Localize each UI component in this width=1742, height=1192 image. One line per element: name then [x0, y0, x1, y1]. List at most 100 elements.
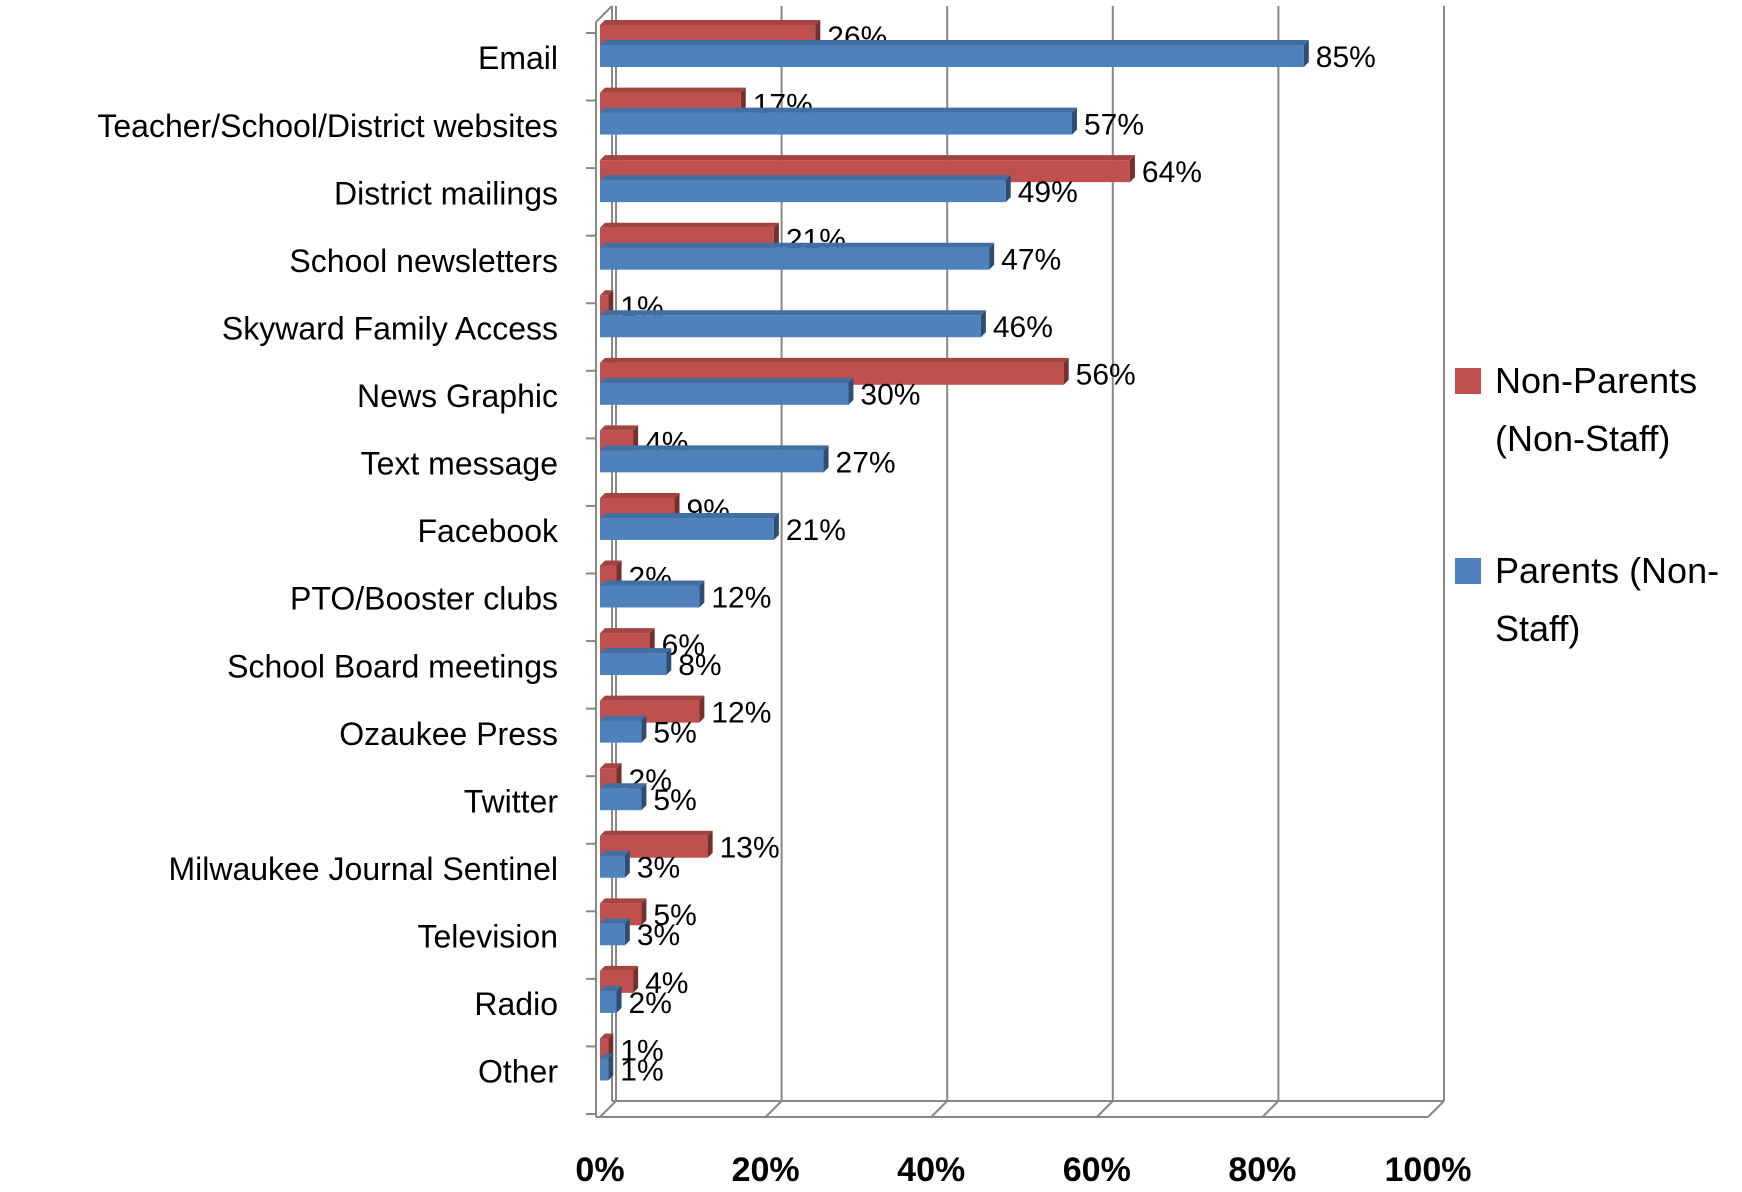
- bar-side: [707, 830, 713, 858]
- bar: [600, 653, 667, 676]
- value-label: 3%: [637, 919, 680, 952]
- value-label: 2%: [629, 987, 672, 1020]
- bar: [600, 295, 609, 318]
- y-tick-label: PTO/Booster clubs: [290, 581, 558, 617]
- bar: [600, 450, 824, 473]
- bar-side: [823, 445, 829, 473]
- value-label: 12%: [711, 697, 771, 730]
- bar-side: [633, 965, 639, 993]
- bar: [600, 382, 849, 405]
- bar-top: [600, 695, 705, 701]
- bar-top: [600, 850, 630, 856]
- bar-top: [600, 512, 779, 518]
- y-tick-label: District mailings: [334, 175, 558, 211]
- x-tick: [1427, 1100, 1445, 1118]
- bar-side: [980, 310, 986, 338]
- value-label: 47%: [1001, 244, 1061, 277]
- legend-label: Non-Parents (Non-Staff): [1495, 360, 1698, 459]
- bar-top: [600, 425, 639, 431]
- value-label: 49%: [1018, 176, 1078, 209]
- bar-top: [600, 898, 647, 904]
- bar-side: [699, 695, 705, 723]
- value-label: 21%: [786, 514, 846, 547]
- bar-top: [600, 377, 854, 383]
- bar-side: [641, 783, 647, 811]
- y-tick-label: Television: [417, 919, 558, 955]
- value-label: 5%: [653, 899, 696, 932]
- bar-top: [600, 222, 779, 228]
- y-tick-label: Teacher/School/District websites: [97, 108, 558, 144]
- value-label: 1%: [620, 1034, 663, 1067]
- bar-side: [641, 715, 647, 743]
- y-tick-label: Milwaukee Journal Sentinel: [168, 851, 558, 887]
- bar-top: [600, 580, 705, 586]
- x-tick-label: 80%: [1228, 1151, 1296, 1189]
- value-label: 3%: [637, 852, 680, 885]
- y-tick-label: Email: [478, 40, 558, 76]
- value-label: 64%: [1142, 156, 1202, 189]
- x-tick-label: 20%: [732, 1151, 800, 1189]
- bar-side: [666, 648, 672, 676]
- bar-top: [600, 20, 821, 25]
- bar-top: [600, 87, 746, 93]
- value-label: 85%: [1316, 41, 1376, 74]
- value-label: 46%: [993, 311, 1053, 344]
- legend-label: Parents (Non-Staff): [1495, 550, 1720, 649]
- y-tick-label: School Board meetings: [227, 648, 558, 684]
- bar-top: [600, 830, 713, 836]
- value-label: 5%: [653, 784, 696, 817]
- y-tick-label: Skyward Family Access: [222, 310, 558, 346]
- bar-top: [600, 560, 622, 566]
- value-label: 27%: [836, 446, 896, 479]
- y-tick-label: News Graphic: [357, 378, 558, 414]
- x-tick: [764, 1100, 783, 1118]
- y-tick-label: Ozaukee Press: [339, 716, 558, 752]
- value-label: 30%: [860, 379, 920, 412]
- bar-top: [600, 40, 1309, 45]
- bar-side: [1129, 155, 1135, 183]
- bar-top: [600, 628, 655, 634]
- bar-top: [600, 1053, 614, 1059]
- bar-top: [600, 445, 829, 451]
- value-label: 57%: [1084, 108, 1144, 141]
- bar: [600, 1038, 609, 1061]
- bar-side: [1071, 107, 1077, 135]
- y-tick-label: Other: [478, 1054, 558, 1090]
- x-tick-label: 60%: [1063, 1151, 1131, 1189]
- x-tick: [1096, 1100, 1114, 1118]
- value-label: 5%: [653, 717, 696, 750]
- bar-side: [1303, 40, 1309, 67]
- bar-top: [600, 155, 1135, 161]
- bar-side: [848, 377, 854, 405]
- x-tick-label: 0%: [575, 1151, 624, 1189]
- legend-item: Parents (Non-Staff): [1455, 542, 1735, 658]
- value-label: 1%: [620, 1054, 663, 1087]
- bar-top: [600, 1033, 614, 1039]
- bar: [600, 45, 1304, 67]
- bar-top: [600, 175, 1011, 181]
- y-tick-label: School newsletters: [289, 243, 558, 279]
- bar-top: [600, 242, 995, 248]
- x-tick: [930, 1100, 948, 1118]
- bar-side: [608, 1053, 614, 1081]
- bar-side: [624, 850, 630, 878]
- bar-top: [600, 492, 680, 498]
- bar: [600, 517, 774, 540]
- bar-top: [600, 648, 672, 654]
- y-tick-label: Radio: [474, 986, 558, 1022]
- bar-side: [989, 242, 995, 270]
- bar: [600, 112, 1072, 135]
- value-label: 4%: [645, 967, 688, 1000]
- y-tick-label: Text message: [361, 446, 558, 482]
- bar-top: [600, 357, 1069, 363]
- legend-item: Non-Parents (Non-Staff): [1455, 352, 1735, 468]
- x-tick: [1261, 1100, 1280, 1118]
- bar-top: [600, 965, 639, 971]
- value-label: 8%: [678, 649, 721, 682]
- bar-side: [616, 985, 622, 1013]
- bar-side: [1063, 357, 1069, 385]
- bar-top: [600, 985, 622, 991]
- bar-top: [600, 715, 647, 721]
- bar-top: [600, 107, 1077, 113]
